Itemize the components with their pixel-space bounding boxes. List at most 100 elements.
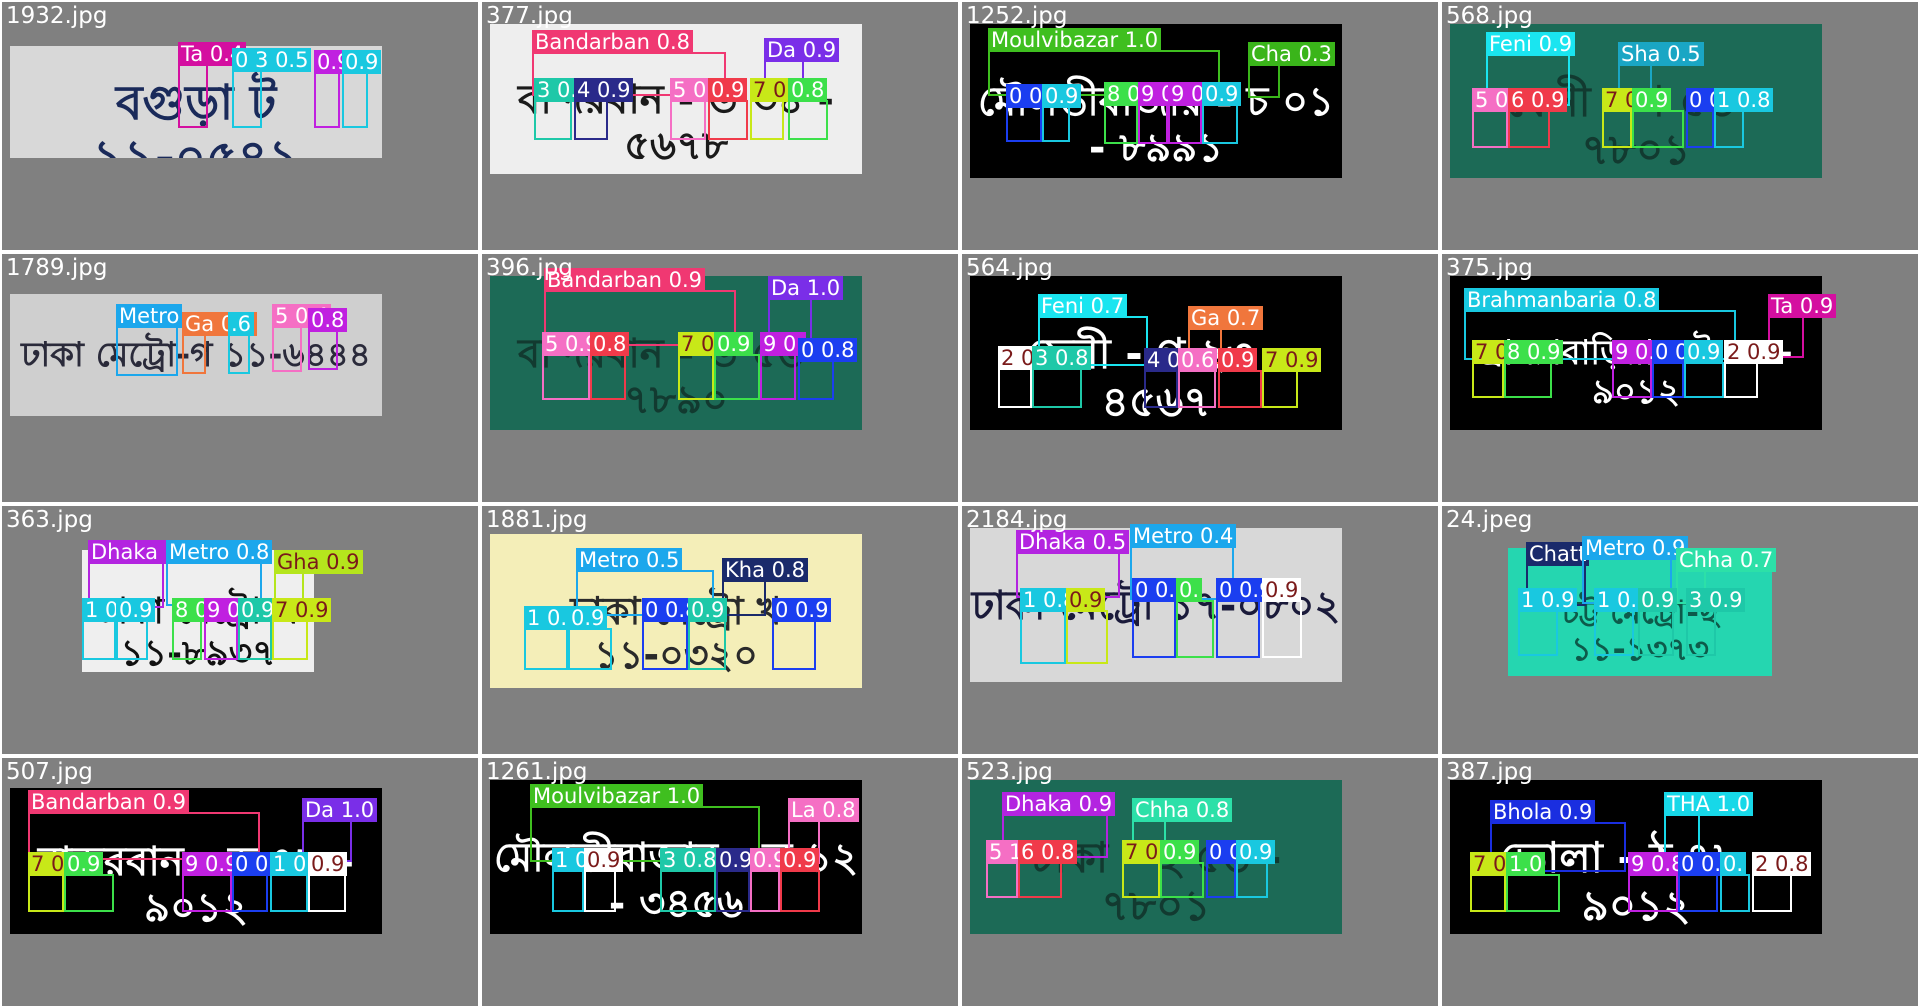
detection-box: Brahmanbaria 0.8 [1464,288,1736,360]
detection-box: 1.0 [1506,852,1560,912]
image-tile: বগুড়া ট ১১-০৫৪১ 1932.jpg Ta 0.4 0 3 0.5 0.9… [2,2,478,250]
detection-box: 0.9 [308,852,348,912]
detection-label: Bandarban 0.8 [532,30,693,54]
detection-box: 3 0.4 [534,78,594,140]
detection-box: 0. [1176,578,1214,658]
detection-box: Ga 0.3 [182,312,258,374]
image-filename: 387.jpg [1446,759,1533,785]
detection-label: 0.8 [590,332,630,356]
detection-box: Da 1.0 [768,276,844,348]
detection-box: 0 0.9 [1216,578,1276,658]
detection-box: 7 0.9 [1262,348,1322,408]
detection-box: 0.9 [1632,88,1684,148]
detection-box: 0.8 [788,78,828,140]
detection-box: Bandarban 0.9 [28,790,260,860]
detection-box: 0 0.7 [1678,852,1738,912]
detection-box: 0.9 [1160,840,1204,898]
detection-box: 7 0 [1602,88,1642,148]
detection-label: 3 0.8 [660,848,720,872]
detection-label: 0.9 [1202,82,1242,106]
image-filename: 2184.jpg [966,507,1068,533]
detection-label: 0.9 [568,606,608,630]
image-filename: 363.jpg [6,507,93,533]
detection-box: 0.9 [342,50,382,128]
detection-box: 8 0.9 [1504,340,1564,398]
detection-box: 8 0 [1104,82,1144,144]
detection-box: 8 0 [172,598,212,660]
detection-box: Feni 0.9 [1486,32,1576,106]
detection-label: 0.9 [308,852,348,876]
detection-box: 7 0.9 [1470,852,1530,912]
detection-box: 7 0.7 [678,332,738,400]
image-tile: ঢাকা মেট্রো ১৭-০৮০২ 2184.jpg Dhaka 0.5 Metr… [962,506,1438,754]
detection-label: Kha 0.8 [722,558,809,582]
detection-box: THA 1.0 [1664,792,1754,868]
detection-label: 0.9 [1262,578,1302,602]
detection-label: Chha 0.7 [1676,548,1777,572]
detection-label: 1 0.9 [1518,588,1578,612]
detection-box: Bandarban 0.8 [532,30,726,96]
detection-label: Bandarban 0.9 [544,268,705,292]
detection-box: 5 0.9 [670,78,730,140]
detection-box: 0.9 [116,598,156,660]
detection-label: 0.9 [1638,588,1678,612]
detection-label: 1 0.8 [1714,88,1774,112]
detection-box: 0.9 [750,848,790,912]
detection-label: Moulvibazar 1.0 [988,28,1162,52]
image-filename: 375.jpg [1446,255,1533,281]
detection-label: Cha 0.3 [1248,42,1335,66]
detection-box: Bhola 0.9 [1490,800,1626,872]
detection-label: .6 [228,312,255,336]
detection-box: 7 0.8 [750,78,810,140]
detection-label: Dhaka 0 [88,540,182,564]
detection-box: 0.8 [590,332,630,400]
detection-label: 0.8 [308,308,348,332]
detection-box: .6 [228,312,255,374]
detection-box: 9 0.8 [1628,852,1688,912]
detection-label: 6 0.8 [1018,840,1078,864]
detection-box: Dhaka 0 [88,540,182,608]
detection-box: Metro 0.9 [1582,536,1689,604]
detection-label: 6 0.9 [1508,88,1568,112]
detection-box: 5 0.4 [272,304,332,372]
image-filename: 1789.jpg [6,255,108,281]
detection-label: Metro 0.9 [1582,536,1689,560]
detection-box: 6 0.8 [1018,840,1078,898]
detection-box: 3 0.8 [660,848,720,912]
detection-box: 1 0.8 [1020,588,1080,664]
detection-box: 1 0.9 [552,848,612,912]
detection-box: 0.9 [1218,348,1262,408]
image-filename: 377.jpg [486,3,573,29]
detection-label: 0.9 [708,78,748,102]
image-tile: চট্ট মেট্রো-ছ ১১-১৩৭৩ 24.jpeg Chatt Metro 0… [1442,506,1918,754]
detection-label: 0.9 [1632,88,1672,112]
detection-label: Dhaka 0.5 [1016,530,1130,554]
detection-label: 0. [1176,578,1203,602]
detection-box: 0.9 [688,598,728,670]
detection-label: 0.9 [1160,840,1200,864]
detection-label: 0.9 [1218,348,1258,372]
detection-label: Ta 0.9 [1768,294,1837,318]
detection-label: 0. [1720,852,1747,876]
detection-label: Da 1.0 [302,798,378,822]
detection-box: 9 0.9 [1612,340,1672,398]
image-filename: 568.jpg [1446,3,1533,29]
detection-label: 5 0 [1472,88,1512,112]
detection-box: 0.9 [1042,84,1082,142]
detection-box: 4 0.9 [574,78,634,140]
image-tile: ব্রাহ্মণবাড়িয়া - ট ৭৮ - ৯০১২375.jpgBra… [1442,254,1918,502]
detection-label: 7 0.9 [1262,348,1322,372]
detection-box: 0.9 [780,848,820,912]
image-filename: 396.jpg [486,255,573,281]
detection-box: Chha 0.7 [1676,548,1777,604]
detection-label: Brahmanbaria 0.8 [1464,288,1660,312]
detection-box: 3 0.8 [1032,346,1092,408]
detection-box: Metro [116,304,183,376]
detection-label: Metro [116,304,183,328]
detection-box: 2 0.8 [1752,852,1812,912]
detection-label: THA 1.0 [1664,792,1754,816]
detection-label: Metro 0.4 [1130,524,1237,548]
detection-label: La 0.8 [788,798,859,822]
